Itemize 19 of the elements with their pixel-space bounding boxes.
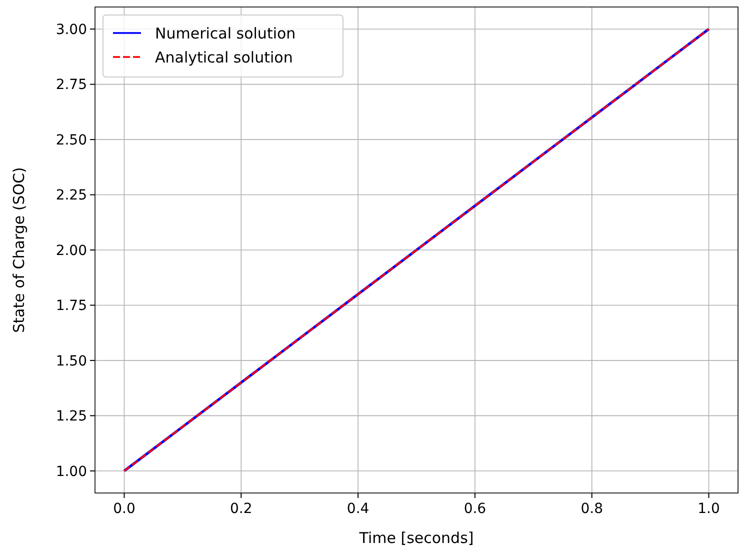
y-tick-label: 2.75	[56, 77, 87, 94]
y-tick-label: 3.00	[56, 22, 87, 38]
y-tick-label: 1.75	[56, 298, 87, 314]
x-tick-label: 0.4	[346, 501, 370, 517]
y-tick-label: 2.25	[56, 188, 87, 204]
y-tick-label: 1.50	[56, 353, 87, 370]
y-axis-title: State of Charge (SOC)	[10, 167, 28, 333]
x-tick-label: 0.8	[580, 501, 603, 517]
x-tick-label: 0.0	[113, 501, 136, 517]
y-tick-label: 2.50	[56, 132, 87, 148]
y-tick-label: 1.25	[56, 408, 87, 425]
x-tick-label: 1.0	[698, 501, 720, 517]
x-tick-label: 0.2	[230, 501, 252, 517]
x-tick-label: 0.6	[464, 501, 486, 517]
legend-label: Numerical solution	[155, 24, 296, 42]
legend-label: Analytical solution	[155, 48, 293, 66]
x-axis-title: Time [seconds]	[358, 529, 474, 547]
y-tick-label: 2.00	[56, 242, 87, 259]
y-tick-label: 1.00	[56, 464, 87, 480]
